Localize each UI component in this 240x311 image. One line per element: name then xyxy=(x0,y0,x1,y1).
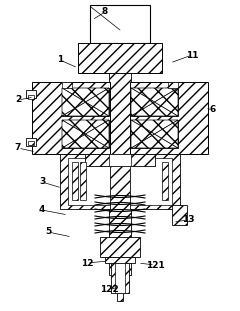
Polygon shape xyxy=(62,134,109,148)
Text: 3: 3 xyxy=(39,178,45,187)
Bar xyxy=(28,141,34,145)
Polygon shape xyxy=(62,102,109,116)
Text: 5: 5 xyxy=(45,228,51,236)
Bar xyxy=(130,158,172,205)
Text: 12: 12 xyxy=(81,258,93,267)
Polygon shape xyxy=(131,102,178,116)
Bar xyxy=(62,88,109,116)
Bar xyxy=(162,162,168,200)
Polygon shape xyxy=(62,88,85,116)
Text: 122: 122 xyxy=(100,285,118,295)
Polygon shape xyxy=(131,120,178,134)
Bar xyxy=(26,90,36,98)
Bar xyxy=(60,154,110,209)
Bar xyxy=(131,88,178,116)
Bar xyxy=(131,120,178,148)
Bar xyxy=(68,158,110,205)
Bar xyxy=(32,82,110,154)
Text: 121: 121 xyxy=(146,261,164,270)
Text: 6: 6 xyxy=(210,105,216,114)
Polygon shape xyxy=(155,88,178,116)
Bar xyxy=(105,257,135,263)
Polygon shape xyxy=(155,120,178,148)
Text: 7: 7 xyxy=(15,143,21,152)
Bar xyxy=(172,205,187,225)
Text: 8: 8 xyxy=(102,7,108,16)
Bar xyxy=(90,5,150,43)
Polygon shape xyxy=(85,120,109,148)
Polygon shape xyxy=(85,88,109,116)
Bar xyxy=(80,162,86,200)
Polygon shape xyxy=(62,120,109,134)
Polygon shape xyxy=(62,88,109,102)
Bar xyxy=(62,120,109,148)
Bar xyxy=(26,138,36,146)
Bar xyxy=(168,82,178,88)
Text: 13: 13 xyxy=(182,216,194,225)
Text: 4: 4 xyxy=(39,206,45,215)
Polygon shape xyxy=(131,120,155,148)
Text: 2: 2 xyxy=(15,95,21,104)
Polygon shape xyxy=(131,134,178,148)
Bar xyxy=(130,82,208,154)
Bar xyxy=(109,154,131,166)
Polygon shape xyxy=(131,88,155,116)
Bar xyxy=(85,154,155,166)
Bar xyxy=(78,43,162,73)
Text: 1: 1 xyxy=(57,55,63,64)
Polygon shape xyxy=(62,120,85,148)
Bar xyxy=(111,263,129,293)
Bar xyxy=(62,82,72,88)
Polygon shape xyxy=(131,88,178,102)
Bar xyxy=(117,293,123,301)
Bar xyxy=(72,162,78,200)
Bar xyxy=(28,95,34,99)
Bar xyxy=(100,237,140,257)
Bar xyxy=(109,5,131,275)
Bar xyxy=(130,154,180,209)
Bar xyxy=(115,263,125,293)
Text: 11: 11 xyxy=(186,50,198,59)
